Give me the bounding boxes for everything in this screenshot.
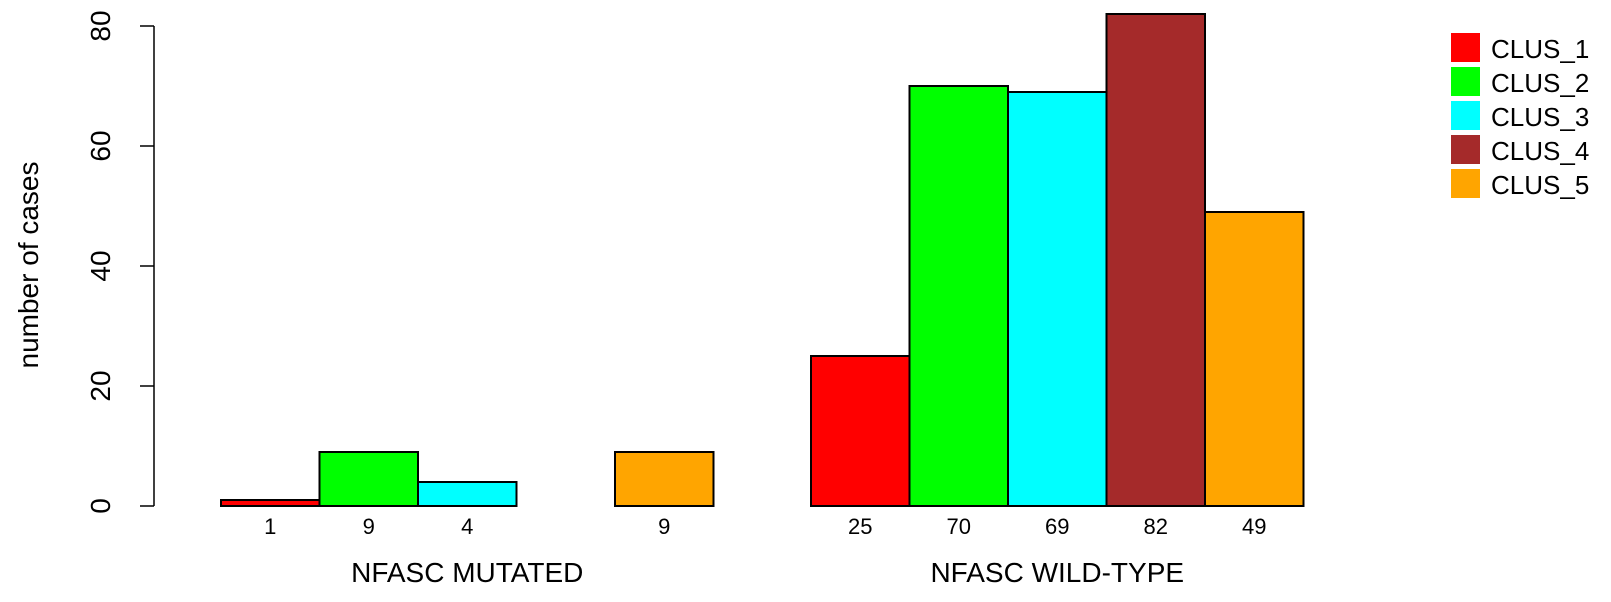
bar-value-label: 70 [947, 514, 971, 539]
bar-labels: 1 9 4 9 25 70 69 82 49 [264, 514, 1266, 539]
legend-swatch [1451, 135, 1480, 164]
legend-label: CLUS_2 [1491, 68, 1589, 98]
bars [220, 13, 1305, 507]
bar [417, 481, 518, 507]
y-tick-label: 20 [85, 370, 116, 401]
bar [1204, 211, 1305, 507]
legend-swatch [1451, 67, 1480, 96]
y-tick-label: 80 [85, 10, 116, 41]
legend-label: CLUS_5 [1491, 170, 1589, 200]
bar-value-label: 69 [1045, 514, 1069, 539]
bar-value-label: 9 [658, 514, 670, 539]
legend-swatch [1451, 33, 1480, 62]
bar [614, 451, 715, 507]
bar-value-label: 1 [264, 514, 276, 539]
y-tick-label: 40 [85, 250, 116, 281]
bar [810, 355, 911, 507]
legend-swatch [1451, 101, 1480, 130]
group-label: NFASC WILD-TYPE [930, 557, 1184, 588]
group-labels: NFASC MUTATED NFASC WILD-TYPE [351, 557, 1184, 588]
y-tick-label: 60 [85, 130, 116, 161]
y-tick-label: 0 [85, 498, 116, 514]
group-label: NFASC MUTATED [351, 557, 583, 588]
bar [318, 451, 419, 507]
bar [1007, 91, 1108, 507]
bar-value-label: 4 [461, 514, 473, 539]
legend-swatch [1451, 169, 1480, 198]
legend-label: CLUS_4 [1491, 136, 1589, 166]
legend-label: CLUS_3 [1491, 102, 1589, 132]
bar-value-label: 25 [848, 514, 872, 539]
bar-value-label: 82 [1144, 514, 1168, 539]
bar-value-label: 9 [363, 514, 375, 539]
y-axis-label: number of cases [13, 162, 44, 369]
bar [1105, 13, 1206, 507]
legend: CLUS_1 CLUS_2 CLUS_3 CLUS_4 CLUS_5 [1451, 33, 1589, 200]
legend-label: CLUS_1 [1491, 34, 1589, 64]
y-axis: 0 20 40 60 80 [85, 10, 155, 514]
bar [220, 499, 321, 507]
bar [908, 85, 1009, 507]
bar-value-label: 49 [1242, 514, 1266, 539]
